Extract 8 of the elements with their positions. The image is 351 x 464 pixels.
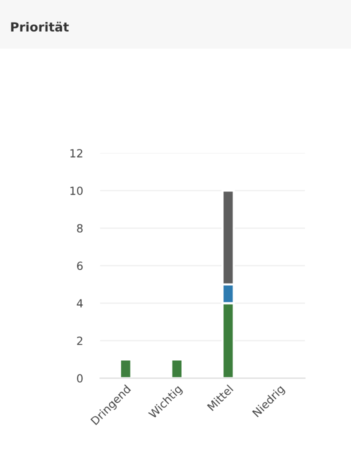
y-tick-label: 0 — [77, 374, 83, 383]
y-tick-label: 2 — [77, 336, 82, 345]
y-tick-label: 10 — [70, 186, 83, 196]
y-tick-label: 8 — [77, 224, 83, 233]
y-tick-label: 4 — [76, 299, 83, 308]
y-tick-label: 6 — [77, 262, 83, 270]
y-tick-label: 12 — [70, 149, 82, 158]
chart-title: Priorität — [11, 22, 69, 32]
